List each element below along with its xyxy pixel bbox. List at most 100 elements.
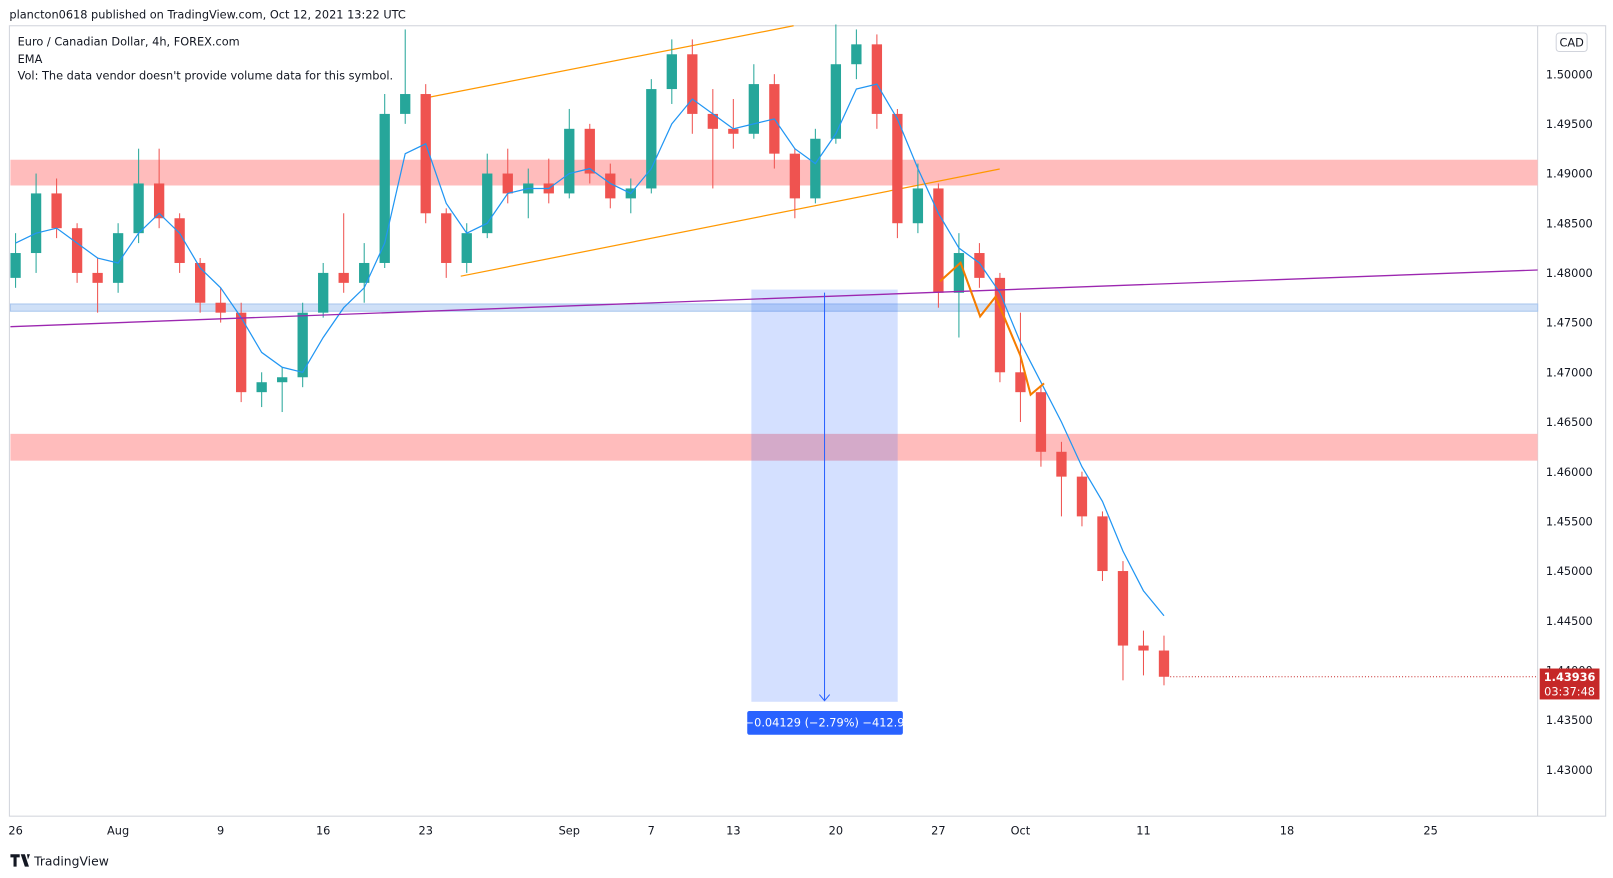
candle-body xyxy=(71,228,83,273)
candle-body xyxy=(112,233,124,283)
candle-body xyxy=(277,377,288,383)
y-tick-label: 1.49500 xyxy=(1546,117,1593,131)
candle-body xyxy=(379,113,390,263)
channel-line xyxy=(425,25,794,99)
y-tick-label: 1.50000 xyxy=(1546,67,1593,81)
candle-body xyxy=(789,153,801,199)
candle-body xyxy=(502,173,513,194)
x-tick-label: 7 xyxy=(648,824,655,838)
measure-arrowhead xyxy=(818,694,831,702)
y-tick-label: 1.47000 xyxy=(1546,365,1593,379)
candle-body xyxy=(441,213,452,263)
candle-body xyxy=(1015,372,1026,393)
indicator-name: EMA xyxy=(18,52,43,66)
candle-body xyxy=(994,277,1006,373)
candle-body xyxy=(297,312,308,378)
last-price-tag xyxy=(1539,668,1600,700)
candle-body xyxy=(30,193,42,254)
y-tick-label: 1.49000 xyxy=(1546,167,1593,181)
candle-body xyxy=(810,138,821,199)
candle-body xyxy=(256,382,267,393)
candle-body xyxy=(1056,451,1067,477)
measure-label: −0.04129 (−2.79%) −412.9 xyxy=(745,716,905,730)
currency[interactable]: CAD xyxy=(1559,35,1584,49)
y-tick-label: 1.46500 xyxy=(1546,415,1593,429)
candle-body xyxy=(1138,645,1149,651)
candle-body xyxy=(1035,392,1047,452)
candle-body xyxy=(912,188,924,224)
candle-body xyxy=(174,218,185,263)
candle-body xyxy=(10,253,21,278)
candle-body xyxy=(461,233,472,263)
x-tick-label: Sep xyxy=(559,824,580,838)
candle-body xyxy=(666,54,677,90)
x-tick-label: 9 xyxy=(217,824,224,838)
x-tick-label: 23 xyxy=(419,824,433,838)
volume-note: Vol: The data vendor doesn't provide vol… xyxy=(18,68,394,82)
currency-box[interactable] xyxy=(1555,32,1588,53)
candle-body xyxy=(215,302,226,313)
x-tick-label: 16 xyxy=(316,824,330,838)
candle-body xyxy=(338,272,349,283)
y-tick-label: 1.46000 xyxy=(1546,465,1593,479)
candle-body xyxy=(748,84,759,134)
x-tick-label: 11 xyxy=(1136,824,1150,838)
candle-body xyxy=(564,128,575,194)
x-tick-label: Aug xyxy=(107,824,129,838)
candle-body xyxy=(92,272,103,283)
x-tick-label: 20 xyxy=(829,824,843,838)
last-price-label: 1.43936 xyxy=(1544,670,1596,684)
logo xyxy=(10,854,31,867)
zigzag xyxy=(939,260,1045,397)
candle-body xyxy=(933,188,944,293)
y-tick-label: 1.44500 xyxy=(1546,614,1593,628)
candle-body xyxy=(1097,516,1108,572)
candle-body xyxy=(1158,650,1170,677)
candle-body xyxy=(133,183,144,234)
candle-body xyxy=(728,128,739,134)
y-tick-label: 1.45000 xyxy=(1546,564,1593,578)
y-tick-label: 1.43500 xyxy=(1546,713,1593,727)
candle-body xyxy=(892,113,903,224)
candle-body xyxy=(194,262,206,303)
symbol-title: Euro / Canadian Dollar, 4h, FOREX.com xyxy=(18,34,240,48)
candle-body xyxy=(318,272,329,313)
channel-line xyxy=(460,168,1000,277)
candle-body xyxy=(51,193,62,229)
y-tick-label: 1.43000 xyxy=(1546,763,1593,777)
candle-body xyxy=(974,253,985,278)
candle-body xyxy=(420,94,431,214)
trend-line xyxy=(10,269,1538,328)
y-tick-label: 1.48000 xyxy=(1546,266,1593,280)
candle-body xyxy=(830,64,842,139)
candle-body xyxy=(707,113,718,129)
candle-body xyxy=(605,173,616,199)
candle-body xyxy=(400,94,411,114)
candle-body xyxy=(953,253,965,293)
x-tick-label: Oct xyxy=(1011,824,1031,838)
candle-body xyxy=(153,183,165,219)
x-tick-label: 26 xyxy=(8,824,22,838)
y-tick-label: 1.47500 xyxy=(1546,316,1593,330)
ema-line xyxy=(15,83,1165,617)
brand: TradingView xyxy=(33,855,109,869)
x-tick-label: 27 xyxy=(931,824,945,838)
candle-body xyxy=(1117,571,1129,646)
candle-body xyxy=(584,128,595,174)
countdown: 03:37:48 xyxy=(1544,684,1595,698)
candle-body xyxy=(482,173,493,234)
x-tick-label: 25 xyxy=(1423,824,1437,838)
chart-frame xyxy=(8,25,1607,817)
measure-label-box xyxy=(747,711,903,735)
support-zone xyxy=(10,433,1538,461)
candle-body xyxy=(871,44,883,114)
candle-body xyxy=(851,44,862,65)
y-tick-label: 1.45500 xyxy=(1546,514,1593,528)
y-tick-label: 1.48500 xyxy=(1546,216,1593,230)
level-zone xyxy=(9,303,1539,312)
candle-body xyxy=(687,54,698,114)
publisher-line: plancton0618 published on TradingView.co… xyxy=(9,8,406,22)
candle-body xyxy=(646,89,657,189)
